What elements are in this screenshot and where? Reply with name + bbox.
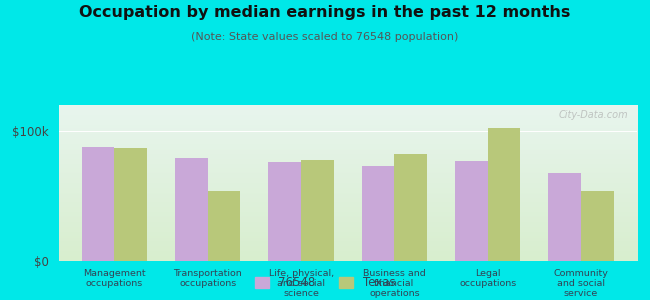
Bar bbox=[395, 154, 427, 261]
Bar bbox=[268, 162, 301, 261]
Legend: 76548, Texas: 76548, Texas bbox=[250, 272, 400, 294]
Text: (Note: State values scaled to 76548 population): (Note: State values scaled to 76548 popu… bbox=[191, 32, 459, 41]
Bar bbox=[208, 191, 240, 261]
Bar bbox=[82, 147, 114, 261]
Bar bbox=[301, 160, 333, 261]
Text: Occupation by median earnings in the past 12 months: Occupation by median earnings in the pas… bbox=[79, 4, 571, 20]
Bar bbox=[175, 158, 208, 261]
Bar bbox=[581, 191, 614, 261]
Bar bbox=[549, 172, 581, 261]
Bar bbox=[362, 166, 395, 261]
Bar bbox=[114, 148, 147, 261]
Text: City-Data.com: City-Data.com bbox=[559, 110, 629, 120]
Bar bbox=[455, 161, 488, 261]
Bar bbox=[488, 128, 521, 261]
